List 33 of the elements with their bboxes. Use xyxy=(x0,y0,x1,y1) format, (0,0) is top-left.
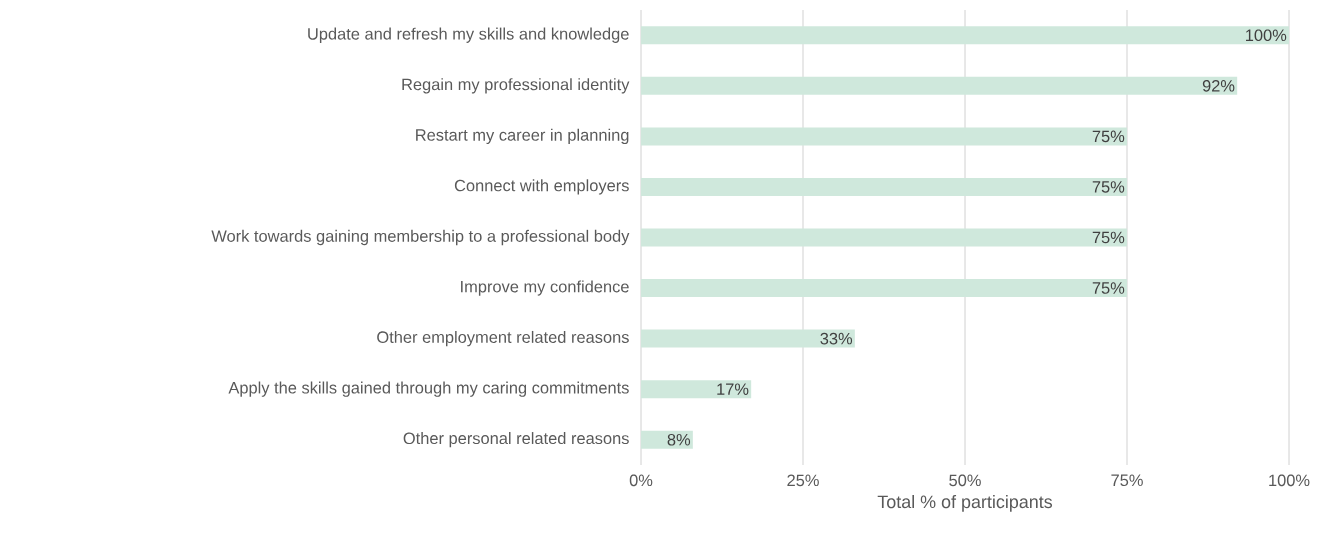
bar xyxy=(641,380,752,399)
x-axis-title: Total % of participants xyxy=(877,494,1053,512)
x-tick-label: 75% xyxy=(1111,474,1143,487)
bar xyxy=(641,228,1128,247)
data-label: 8% xyxy=(667,433,691,446)
y-tick-label: Work towards gaining membership to a professional body xyxy=(211,229,630,246)
x-tick-label: 50% xyxy=(949,474,981,487)
y-tick-label: Other employment related reasons xyxy=(377,330,629,347)
bar xyxy=(641,127,1128,146)
y-tick-label: Improve my confidence xyxy=(461,280,629,296)
y-tick-label: Update and refresh my skills and knowledge xyxy=(308,27,629,43)
y-tick-label: Regain my professional identity xyxy=(402,78,630,94)
data-label: 75% xyxy=(1092,231,1125,244)
data-label: 33% xyxy=(820,332,853,345)
bar xyxy=(641,430,693,449)
y-tick-label: Other personal related reasons xyxy=(403,432,629,448)
bar xyxy=(641,279,1128,298)
bar xyxy=(641,177,1128,196)
data-label: 75% xyxy=(1092,181,1125,193)
x-tick-label: 0% xyxy=(629,474,653,487)
data-label: 100% xyxy=(1246,29,1287,42)
bar xyxy=(641,76,1238,95)
y-tick-label: Restart my career in planning xyxy=(416,128,629,145)
bar xyxy=(641,26,1290,45)
data-label: 17% xyxy=(717,383,749,395)
data-label: 75% xyxy=(1092,130,1125,143)
data-label: 92% xyxy=(1202,80,1235,92)
y-tick-label: Connect with employers xyxy=(454,179,629,195)
y-tick-label: Apply the skills gained through my caring commitments xyxy=(228,381,629,397)
bar xyxy=(641,329,855,348)
x-tick-label: 25% xyxy=(787,474,819,487)
data-label: 75% xyxy=(1092,282,1125,294)
x-tick-label: 100% xyxy=(1269,474,1310,487)
